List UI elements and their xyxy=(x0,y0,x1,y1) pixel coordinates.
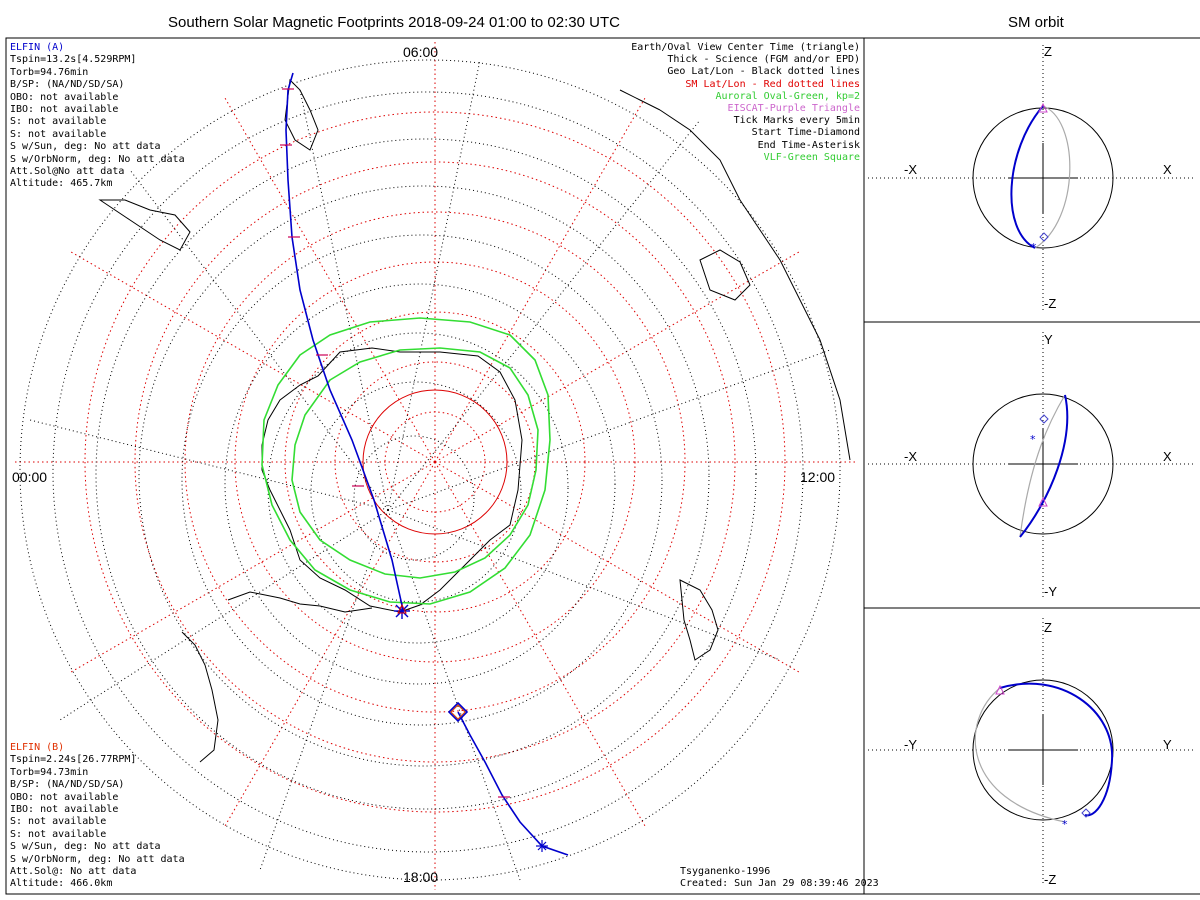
elfin-b-line: Att.Sol@: No att data xyxy=(10,866,137,878)
elfin-b-line: Altitude: 466.0km xyxy=(10,878,113,890)
orbit-title: SM orbit xyxy=(1008,14,1064,31)
legend-item: End Time-Asterisk xyxy=(757,139,860,151)
orbit-panel-3: * xyxy=(868,618,1196,884)
svg-text:*: * xyxy=(1030,433,1036,446)
orbit3-top-label: Z xyxy=(1044,620,1052,635)
elfin-a-name: ELFIN (A) xyxy=(10,42,65,53)
elfin-a-line: Torb=94.76min xyxy=(10,66,89,78)
elfin-a-line: IBO: not available xyxy=(10,104,119,116)
legend-item: Start Time-Diamond xyxy=(751,127,860,139)
sm-grid xyxy=(12,40,858,890)
legend-item: Earth/Oval View Center Time (triangle) xyxy=(631,42,860,53)
elfin-a-line: Tspin=13.2s[4.529RPM] xyxy=(10,54,137,66)
elfin-a-info: ELFIN (A) Tspin=13.2s[4.529RPM] Torb=94.… xyxy=(10,42,185,191)
elfin-a-track xyxy=(285,72,404,611)
orbit1-left-label: -X xyxy=(904,162,917,177)
elfin-a-line: S w/Sun, deg: No att data xyxy=(10,141,161,153)
legend-item: VLF-Green Square xyxy=(763,151,860,163)
model-label: Tsyganenko-1996 xyxy=(680,866,771,877)
legend-item: Thick - Science (FGM and/or EPD) xyxy=(667,54,860,66)
map-frame xyxy=(5,37,865,895)
elfin-b-line: S: not available xyxy=(10,816,107,828)
hour-label-top: 06:00 xyxy=(403,44,439,60)
hour-label-bottom: 18:00 xyxy=(403,869,439,885)
elfin-a-line: B/SP: (NA/ND/SD/SA) xyxy=(10,79,125,91)
svg-text:*: * xyxy=(1031,241,1037,254)
elfin-b-line: S w/Sun, deg: No att data xyxy=(10,841,161,853)
elfin-b-asterisk xyxy=(536,840,548,852)
auroral-ovals xyxy=(261,317,551,605)
orbit3-bottom-label: -Z xyxy=(1044,872,1057,887)
elfin-a-line: S: not available xyxy=(10,128,107,140)
elfin-a-line: S: not available xyxy=(10,116,107,128)
orbit2-left-label: -X xyxy=(904,449,917,464)
orbit2-bottom-label: -Y xyxy=(1044,584,1057,599)
elfin-b-line: Tspin=2.24s[26.77RPM] xyxy=(10,754,137,766)
elfin-b-name: ELFIN (B) xyxy=(10,742,65,753)
orbit2-right-label: X xyxy=(1163,449,1172,464)
created-label: Created: Sun Jan 29 08:39:46 2023 xyxy=(680,878,879,889)
elfin-b-start-diamond xyxy=(447,701,469,723)
elfin-b-line: IBO: not available xyxy=(10,804,119,816)
orbit1-right-label: X xyxy=(1163,162,1172,177)
elfin-a-line: OBO: not available xyxy=(10,91,119,103)
orbit-panel-2: * xyxy=(868,332,1196,598)
elfin-b-line: Torb=94.73min xyxy=(10,766,89,778)
elfin-b-line: S: not available xyxy=(10,828,107,840)
legend-item: EISCAT-Purple Triangle xyxy=(727,103,860,115)
elfin-b-line: OBO: not available xyxy=(10,791,119,803)
legend-item: SM Lat/Lon - Red dotted lines xyxy=(685,78,860,90)
elfin-b-info: ELFIN (B) Tspin=2.24s[26.77RPM] Torb=94.… xyxy=(10,742,185,891)
legend-item: Geo Lat/Lon - Black dotted lines xyxy=(667,66,860,78)
orbit3-left-label: -Y xyxy=(904,737,917,752)
legend-item: Tick Marks every 5min xyxy=(733,115,860,127)
legend-item: Auroral Oval-Green, kp=2 xyxy=(715,90,861,102)
elfin-a-line: Att.Sol@No att data xyxy=(10,166,125,178)
svg-text:*: * xyxy=(1062,818,1068,831)
elfin-a-line: S w/OrbNorm, deg: No att data xyxy=(10,153,185,165)
view-center-triangle xyxy=(397,603,407,614)
elfin-b-line: S w/OrbNorm, deg: No att data xyxy=(10,853,185,865)
hour-label-right: 12:00 xyxy=(800,469,836,485)
orbit1-top-label: Z xyxy=(1044,44,1052,59)
elfin-a-ticks xyxy=(280,88,364,487)
orbit2-top-label: Y xyxy=(1044,332,1053,347)
sm-pole-circle xyxy=(362,389,508,535)
elfin-b-line: B/SP: (NA/ND/SD/SA) xyxy=(10,779,125,791)
elfin-a-line: Altitude: 465.7km xyxy=(10,178,113,190)
orbit-panel-1: * xyxy=(868,45,1196,312)
legend: Earth/Oval View Center Time (triangle) T… xyxy=(631,42,860,164)
orbit1-bottom-label: -Z xyxy=(1044,296,1057,311)
orbit3-right-label: Y xyxy=(1163,737,1172,752)
map-title: Southern Solar Magnetic Footprints 2018-… xyxy=(168,14,620,31)
geo-grid xyxy=(19,59,841,881)
hour-label-left: 00:00 xyxy=(12,469,48,485)
elfin-b-track xyxy=(457,711,569,856)
coastlines xyxy=(98,78,851,763)
